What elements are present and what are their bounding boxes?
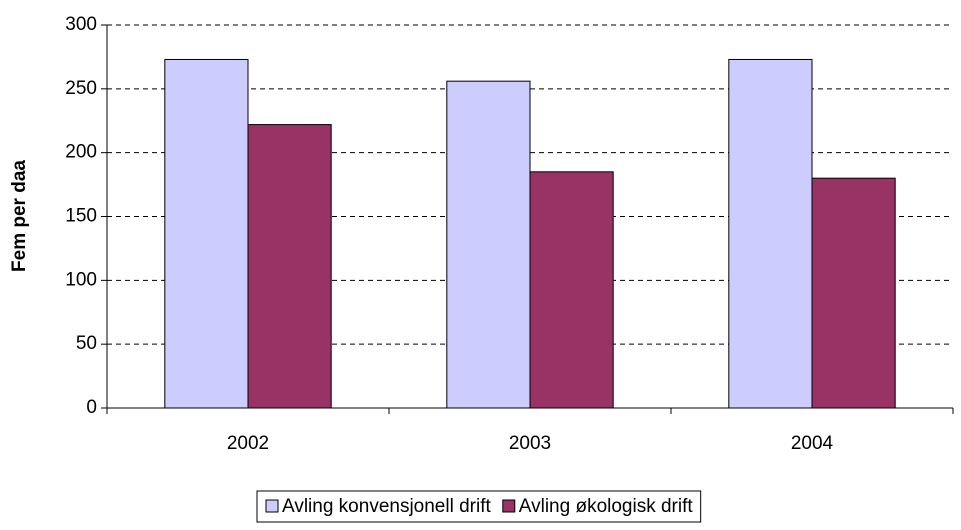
bar <box>164 58 249 409</box>
legend-swatch <box>265 499 279 513</box>
legend-label: Avling konvensjonell drift <box>282 496 491 517</box>
y-tick-label: 300 <box>65 14 97 35</box>
x-tick-label: 2003 <box>509 433 551 454</box>
y-tick-label: 100 <box>65 269 97 290</box>
bar <box>811 177 896 409</box>
legend-box <box>256 490 702 523</box>
bar <box>529 171 614 409</box>
legend: Avling konvensjonell drift Avling økologi… <box>256 490 702 523</box>
x-tick-label: 2002 <box>227 433 269 454</box>
y-tick-label: 150 <box>65 206 97 227</box>
y-tick-label: 0 <box>86 397 97 418</box>
x-tick-label: 2004 <box>791 433 834 454</box>
bar <box>247 124 332 409</box>
legend-label: Avling økologisk drift <box>519 496 694 517</box>
legend-swatch <box>502 499 516 513</box>
bar <box>446 80 531 409</box>
y-axis-label: Fem per daa <box>9 160 30 272</box>
y-tick-label: 50 <box>76 333 97 354</box>
bar <box>728 58 813 409</box>
y-tick-label: 250 <box>65 78 97 99</box>
y-tick-label: 200 <box>65 142 97 163</box>
